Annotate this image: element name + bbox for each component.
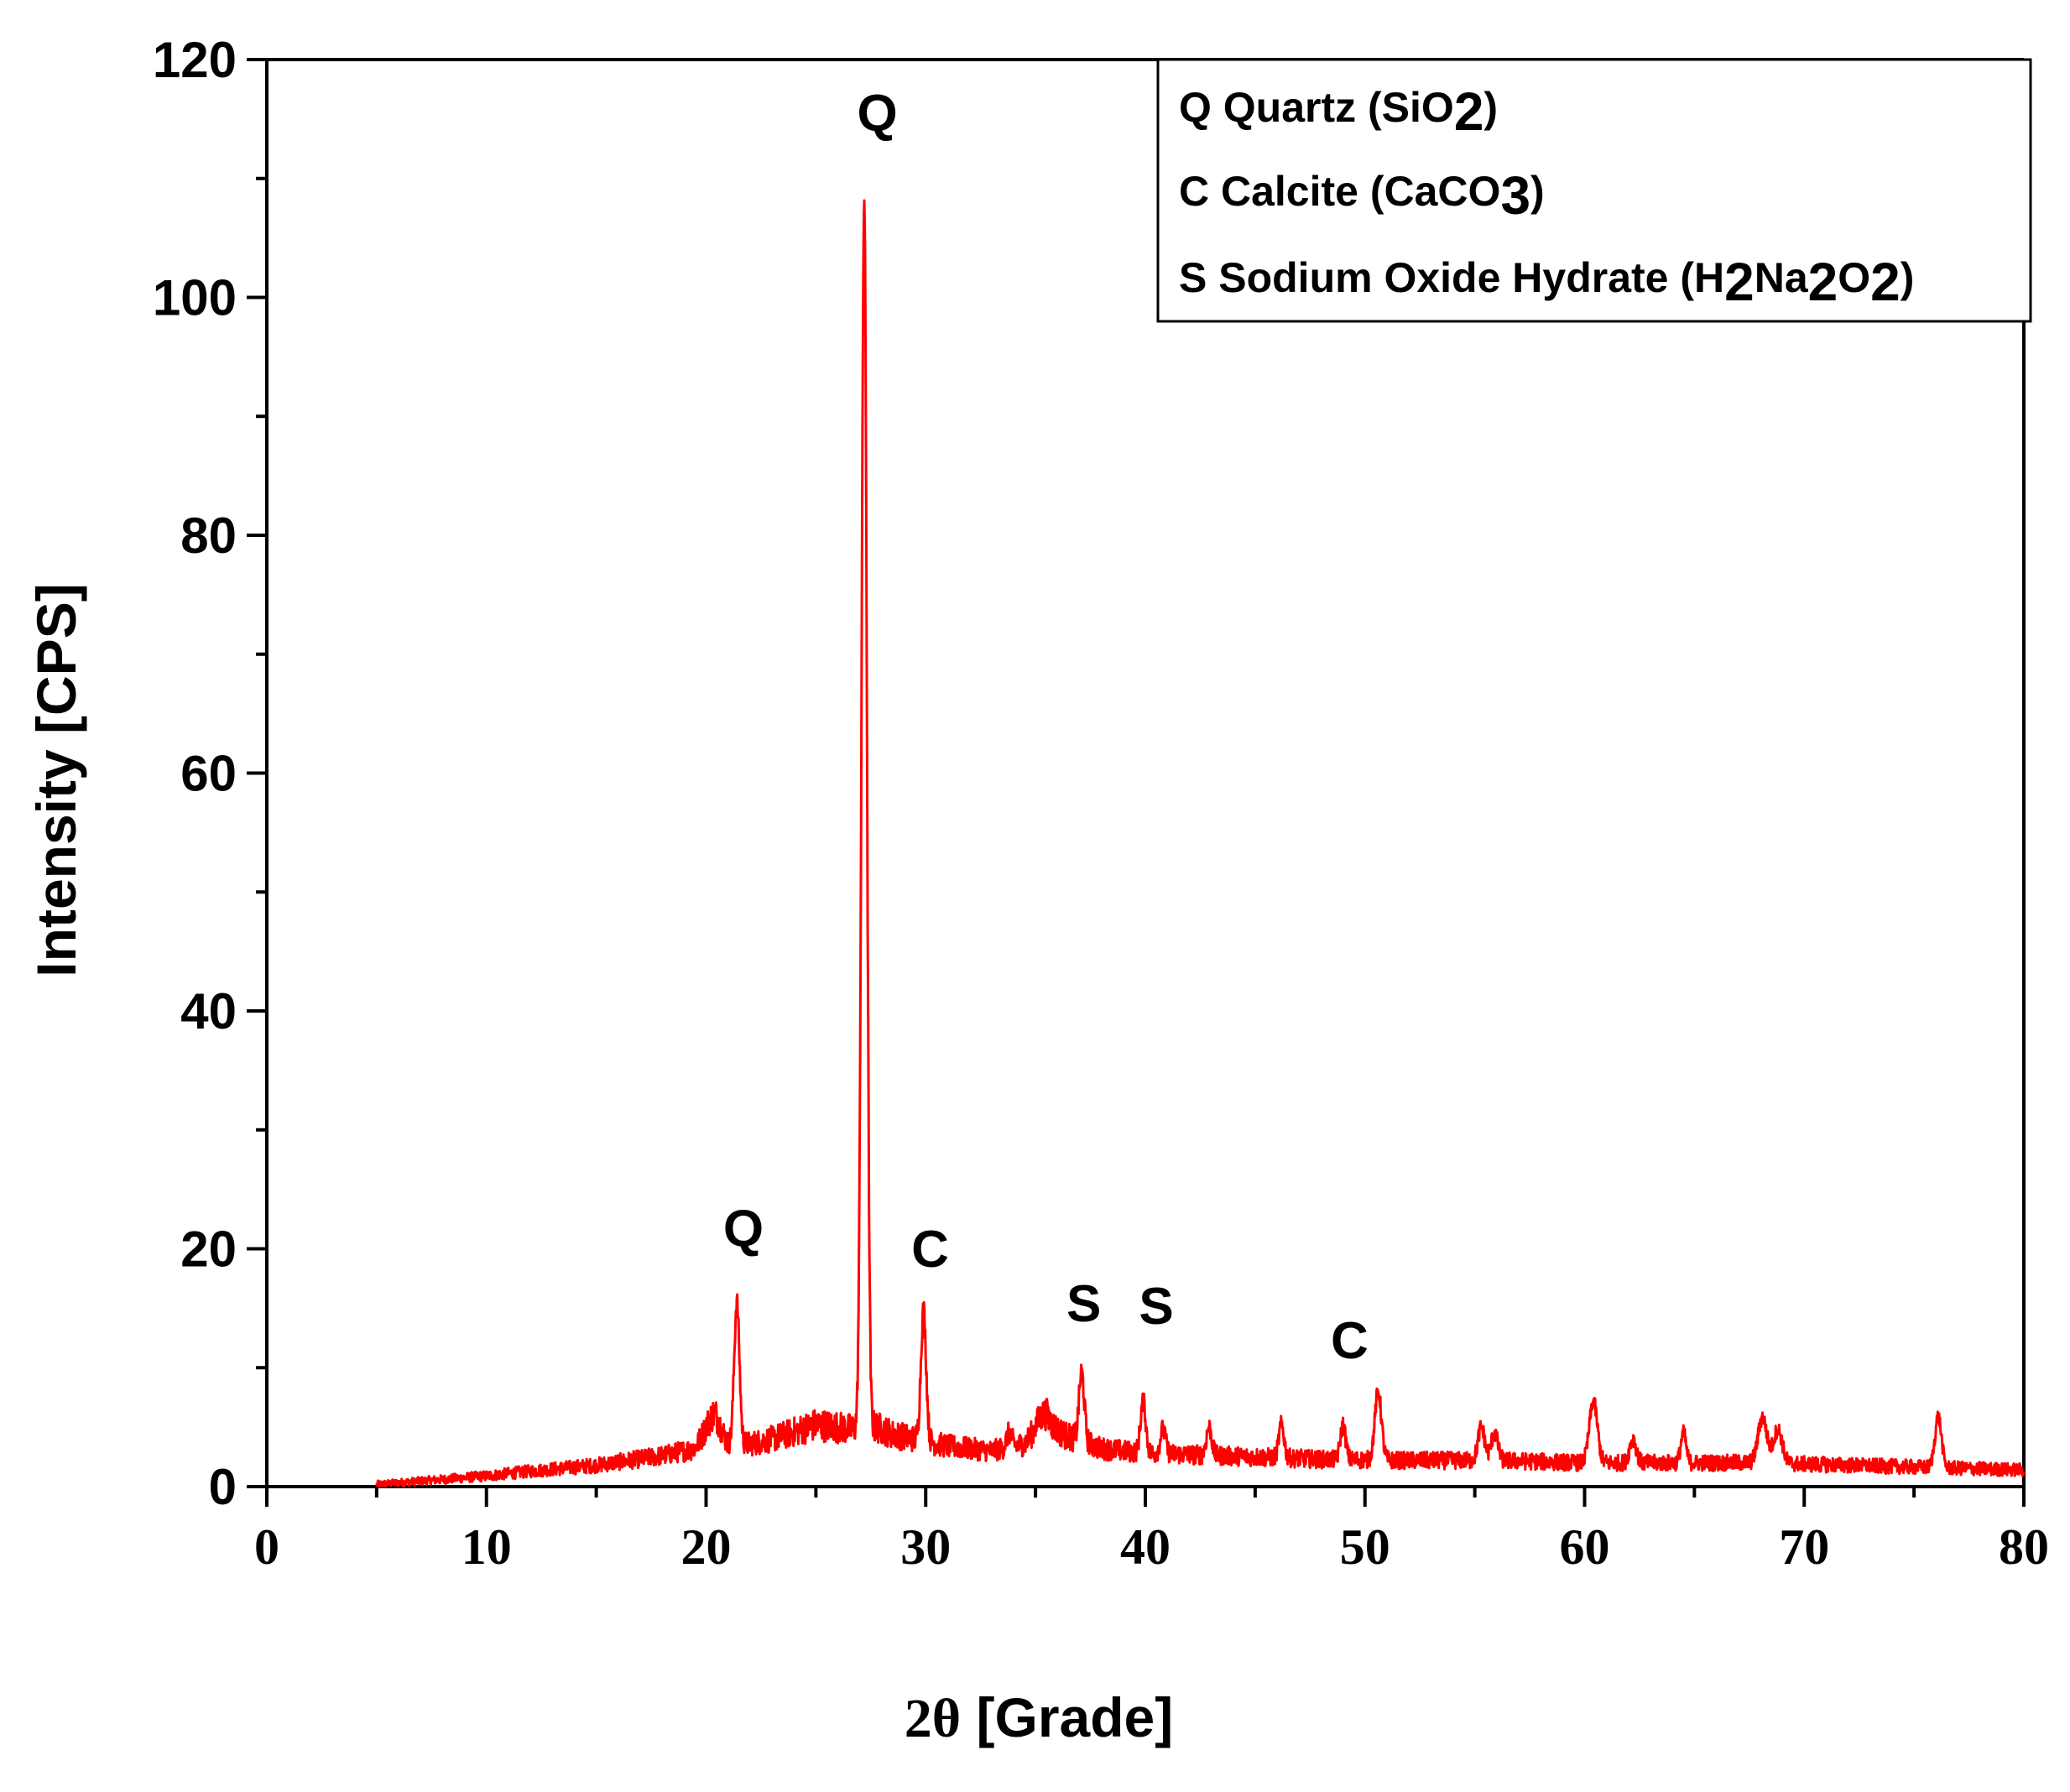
peak-label-q: Q [858, 85, 898, 143]
x-axis-title: 2θ [Grade] [905, 1686, 1174, 1749]
plot-axes: 0 10 20 30 40 50 60 70 80 0 20 40 60 80 100 120 [153, 32, 2049, 1575]
x-tick-label: 60 [1560, 1519, 1610, 1575]
y-tick-label: 80 [180, 508, 237, 564]
legend-entry-calcite: C Calcite (CaCO3) [1179, 165, 1545, 226]
x-tick-label: 30 [900, 1519, 951, 1575]
x-tick-label: 40 [1120, 1519, 1171, 1575]
xrd-pattern-line [375, 199, 2026, 1488]
peak-label-s: S [1066, 1275, 1101, 1333]
y-tick-label: 0 [209, 1459, 237, 1515]
y-tick-label: 60 [180, 746, 237, 802]
y-tick-label: 20 [180, 1222, 237, 1278]
x-tick-label: 0 [254, 1519, 279, 1575]
series-layer [375, 199, 2026, 1488]
x-tick-label: 10 [461, 1519, 512, 1575]
x-tick-label: 50 [1340, 1519, 1390, 1575]
x-tick-label: 20 [681, 1519, 732, 1575]
x-tick-label: 70 [1779, 1519, 1829, 1575]
peak-annotations: Q Q C S S C [723, 85, 1369, 1370]
y-axis-title: Intensity [CPS] [25, 583, 87, 977]
peak-label-c: C [911, 1221, 949, 1279]
peak-label-s: S [1139, 1278, 1173, 1336]
legend-entry-sodium-oxide-hydrate: S Sodium Oxide Hydrate (H2Na2O2) [1179, 252, 1914, 312]
peak-label-q: Q [723, 1201, 764, 1258]
x-tick-label: 80 [1999, 1519, 2049, 1575]
legend: Q Quartz (SiO2) C Calcite (CaCO3) S Sodi… [1156, 58, 2032, 323]
legend-entry-quartz: Q Quartz (SiO2) [1179, 81, 1498, 142]
peak-label-c: C [1331, 1312, 1369, 1370]
legend-box [1156, 58, 2032, 323]
y-tick-label: 40 [180, 983, 237, 1039]
y-tick-label: 100 [153, 270, 237, 326]
y-tick-label: 120 [153, 32, 237, 88]
